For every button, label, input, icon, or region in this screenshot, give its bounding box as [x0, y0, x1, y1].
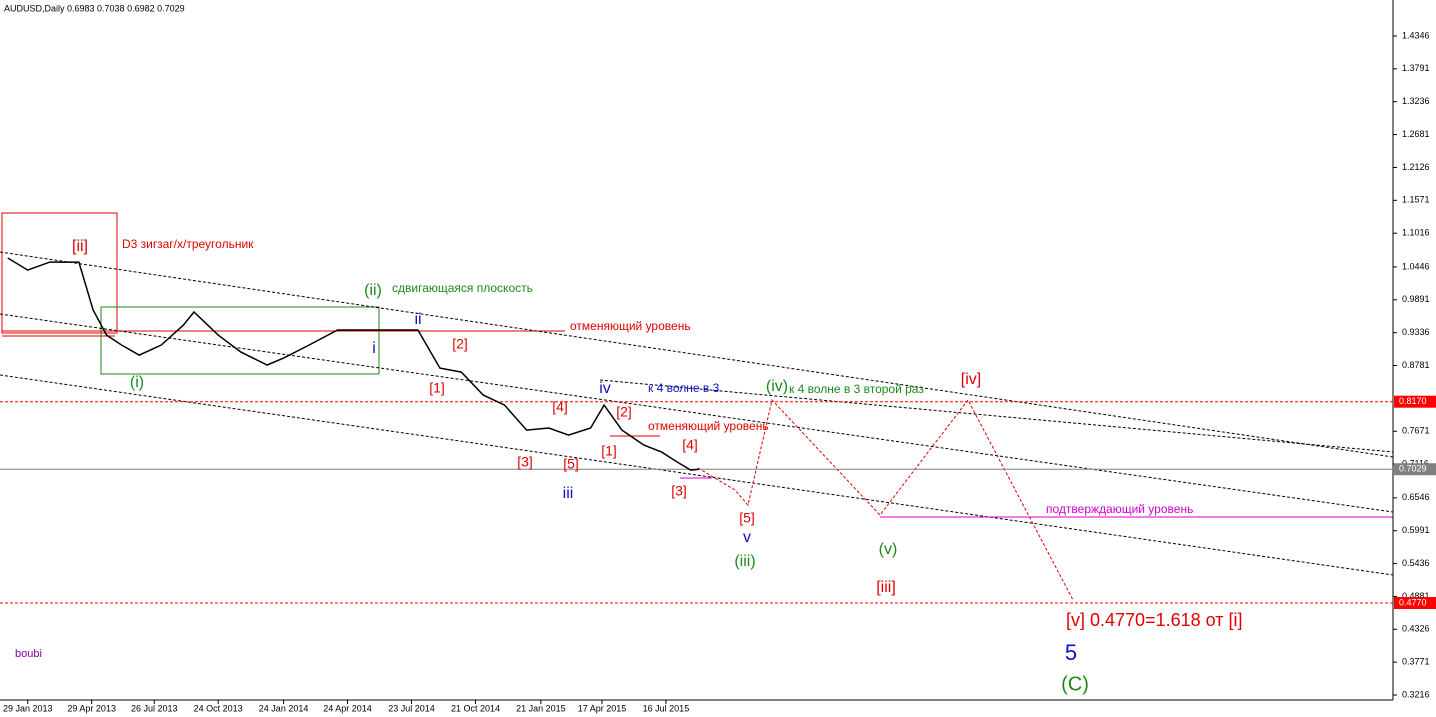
watermark: boubi: [15, 648, 42, 660]
chart-title: AUDUSD,Daily 0.6983 0.7038 0.6982 0.7029: [4, 3, 185, 13]
y-tick-label: 0.9336: [1402, 327, 1430, 337]
y-tick-label: 0.3216: [1402, 689, 1430, 699]
channel-line: [599, 379, 1394, 453]
annotation: [1]: [601, 443, 617, 459]
y-tick-label: 1.2126: [1402, 162, 1430, 172]
annotation: [v] 0.4770=1.618 от [i]: [1066, 610, 1242, 630]
y-tick-label: 0.8781: [1402, 360, 1430, 370]
annotation: подтверждающий уровень: [1046, 502, 1193, 516]
annotation: iv: [599, 380, 611, 397]
annotation: (v): [879, 541, 898, 558]
annotation: (iii): [734, 553, 755, 570]
annotation: (C): [1061, 673, 1089, 695]
annotation: сдвигающаяся плоскость: [392, 281, 533, 295]
annotation: [3]: [671, 483, 687, 499]
annotation: [1]: [429, 380, 445, 396]
y-tick-label: 1.0446: [1402, 261, 1430, 271]
annotation: [ii]: [72, 238, 88, 255]
annotation: [2]: [616, 404, 632, 420]
x-tick-label: 16 Jul 2015: [643, 703, 690, 713]
annotation: [4]: [552, 399, 568, 415]
annotation: отменяющий уровень: [648, 419, 769, 433]
x-tick-label: 24 Jan 2014: [259, 703, 309, 713]
annotation: [iii]: [876, 579, 896, 596]
annotation: [5]: [739, 510, 755, 526]
level-label-bg: [1394, 597, 1436, 610]
y-tick-label: 1.3236: [1402, 96, 1430, 106]
level-label-bg: [1394, 463, 1436, 476]
y-tick-label: 0.3771: [1402, 657, 1430, 667]
projection: [697, 398, 1074, 601]
y-tick-label: 0.5991: [1402, 525, 1430, 535]
price-line: [7, 257, 700, 471]
x-tick-label: 26 Jul 2013: [131, 703, 178, 713]
y-tick-label: 0.4881: [1402, 591, 1430, 601]
level-label: 0.8170: [1399, 396, 1427, 406]
level-label: 0.7029: [1399, 464, 1427, 474]
y-tick-label: 0.7671: [1402, 426, 1430, 436]
y-tick-label: 0.5436: [1402, 558, 1430, 568]
y-tick-label: 0.4326: [1402, 624, 1430, 634]
annotation: [iv]: [961, 371, 981, 388]
annotation: к 4 волне в 3 второй раз: [789, 382, 924, 396]
annotation: D3 зигзаг/х/треугольник: [122, 237, 254, 251]
y-tick-label: 1.4346: [1402, 30, 1430, 40]
annotation: ii: [414, 311, 421, 328]
y-tick-label: 1.1571: [1402, 195, 1430, 205]
y-tick-label: 1.3791: [1402, 63, 1430, 73]
y-tick-label: 0.9891: [1402, 294, 1430, 304]
level-label-bg: [1394, 395, 1436, 408]
annotation: iii: [563, 485, 574, 502]
annotation: v: [743, 529, 751, 546]
annotation: к 4 волне в 3: [648, 381, 720, 395]
annotation: [4]: [682, 437, 698, 453]
y-tick-label: 1.2681: [1402, 129, 1430, 139]
annotation: отменяющий уровень: [570, 319, 691, 333]
drawings: [0, 0, 1394, 701]
x-tick-label: 29 Jan 2013: [3, 703, 53, 713]
annotation: (i): [130, 374, 144, 391]
y-tick-label: 1.1016: [1402, 228, 1430, 238]
x-tick-label: 23 Jul 2014: [388, 703, 435, 713]
annotation: i: [372, 340, 376, 357]
annotation: [3]: [517, 454, 533, 470]
x-tick-label: 29 Apr 2013: [67, 703, 116, 713]
box: [1, 212, 118, 334]
annotation: (iv): [766, 378, 788, 395]
x-tick-label: 21 Oct 2014: [451, 703, 500, 713]
annotation: (ii): [364, 282, 382, 299]
x-tick-label: 24 Oct 2013: [194, 703, 243, 713]
annotation: [2]: [452, 336, 468, 352]
x-tick-label: 21 Jan 2015: [516, 703, 566, 713]
x-tick-label: 17 Apr 2015: [578, 703, 627, 713]
annotation: 5: [1065, 640, 1077, 665]
y-tick-label: 0.6546: [1402, 492, 1430, 502]
annotation: [5]: [563, 456, 579, 472]
channel-line: [0, 313, 1394, 513]
box: [100, 306, 380, 375]
channel-line: [0, 374, 1394, 576]
level-label: 0.4770: [1399, 597, 1427, 607]
x-tick-label: 24 Apr 2014: [323, 703, 372, 713]
